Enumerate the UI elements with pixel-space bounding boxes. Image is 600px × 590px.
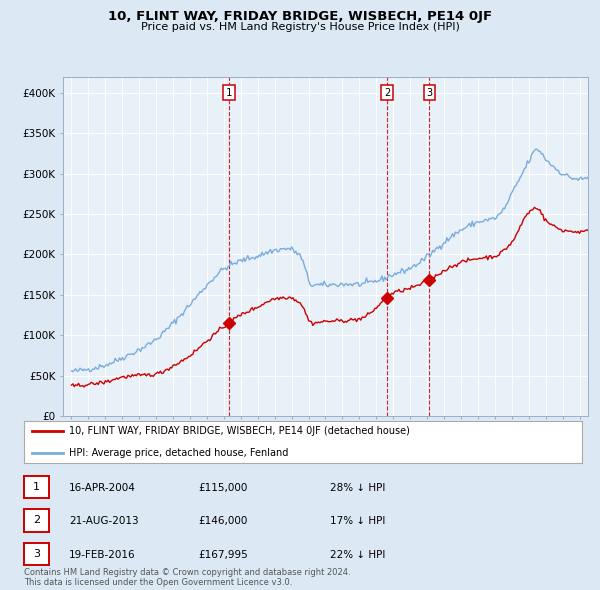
Text: HPI: Average price, detached house, Fenland: HPI: Average price, detached house, Fenl… [68,448,288,457]
Text: Contains HM Land Registry data © Crown copyright and database right 2024.
This d: Contains HM Land Registry data © Crown c… [24,568,350,587]
Text: 1: 1 [226,88,232,98]
Text: 21-AUG-2013: 21-AUG-2013 [69,516,139,526]
Text: 2: 2 [384,88,390,98]
Text: 10, FLINT WAY, FRIDAY BRIDGE, WISBECH, PE14 0JF (detached house): 10, FLINT WAY, FRIDAY BRIDGE, WISBECH, P… [68,427,410,436]
Text: 10, FLINT WAY, FRIDAY BRIDGE, WISBECH, PE14 0JF: 10, FLINT WAY, FRIDAY BRIDGE, WISBECH, P… [108,10,492,23]
Text: 3: 3 [426,88,433,98]
Text: 16-APR-2004: 16-APR-2004 [69,483,136,493]
Text: £115,000: £115,000 [198,483,247,493]
Text: 19-FEB-2016: 19-FEB-2016 [69,550,136,560]
Text: 28% ↓ HPI: 28% ↓ HPI [330,483,385,493]
Text: £167,995: £167,995 [198,550,248,560]
Text: Price paid vs. HM Land Registry's House Price Index (HPI): Price paid vs. HM Land Registry's House … [140,22,460,32]
Text: 22% ↓ HPI: 22% ↓ HPI [330,550,385,560]
Text: 2: 2 [33,516,40,525]
Text: 17% ↓ HPI: 17% ↓ HPI [330,516,385,526]
Text: £146,000: £146,000 [198,516,247,526]
Text: 3: 3 [33,549,40,559]
Text: 1: 1 [33,482,40,491]
